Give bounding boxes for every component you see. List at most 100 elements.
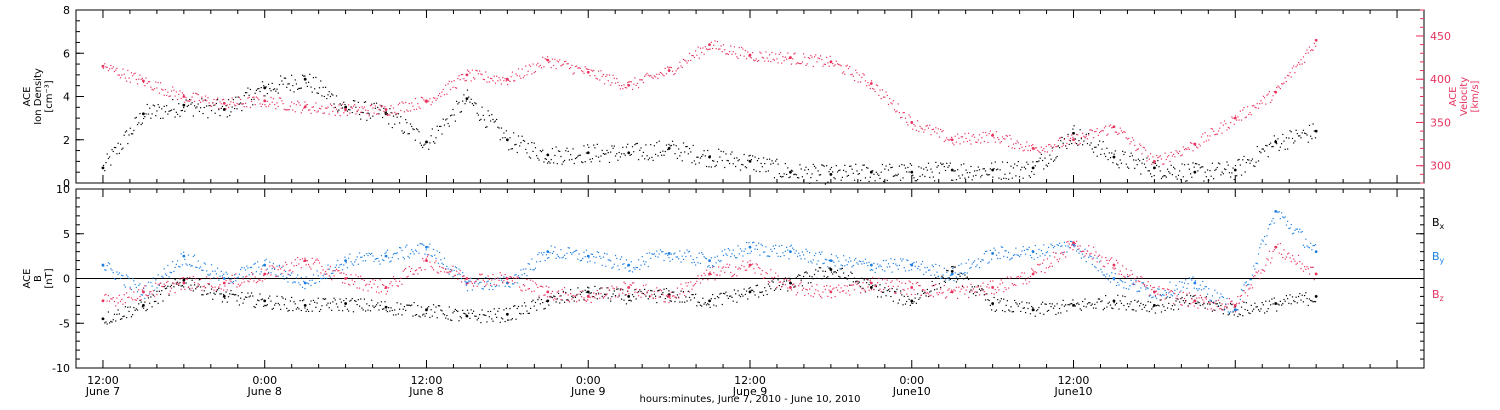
velocity-trace-dot [446, 93, 448, 95]
bz-trace-dot [115, 305, 117, 307]
velocity-trace-dot [667, 66, 669, 68]
velocity-trace-dot [408, 102, 410, 105]
bx-trace-dot [926, 288, 928, 291]
bx-trace-dot [116, 313, 118, 315]
density-trace-dot [970, 165, 972, 168]
velocity-trace-dot [1071, 134, 1073, 136]
by-trace-dot [589, 260, 591, 262]
bx-trace-dot [428, 306, 430, 308]
velocity-trace-dot [355, 113, 357, 115]
velocity-trace-dot [668, 67, 670, 69]
bz-trace-dot [417, 273, 419, 275]
by-trace-dot [1291, 233, 1294, 235]
density-trace-dot [129, 127, 131, 129]
density-trace-dot [468, 96, 470, 98]
by-trace-dot [1204, 286, 1206, 288]
by-trace-dot [411, 249, 413, 251]
by-trace-dot [462, 272, 464, 274]
bx-trace-dot [1261, 302, 1263, 304]
density-trace-dot [402, 132, 404, 134]
by-trace-dot [647, 265, 649, 268]
bz-trace-dot [562, 291, 564, 294]
velocity-trace-dot [1216, 133, 1218, 135]
by-trace-dot [1062, 252, 1064, 254]
density-trace-dot [1164, 175, 1166, 177]
by-trace-dot [418, 252, 420, 254]
velocity-trace-dot [1141, 153, 1143, 155]
velocity-trace-dot [856, 72, 858, 74]
by-trace-dot [167, 264, 169, 267]
velocity-trace-dot [333, 107, 335, 109]
density-trace-dot [1153, 174, 1155, 177]
by-trace-dot [1203, 288, 1205, 290]
density-trace-dot [146, 103, 148, 106]
density-trace-dot [710, 166, 712, 168]
by-trace-dot [1029, 254, 1032, 257]
bx-trace-dot [750, 289, 753, 291]
density-trace-dot [958, 175, 960, 177]
velocity-trace-dot [471, 69, 473, 71]
density-trace-dot [920, 167, 922, 169]
density-trace-dot [139, 112, 141, 115]
velocity-trace-dot [288, 108, 290, 111]
by-trace-dot [718, 259, 720, 261]
bz-trace-dot [403, 269, 406, 271]
bx-trace-dot [381, 308, 384, 310]
density-trace-dot [622, 146, 624, 148]
density-trace-dot [906, 171, 908, 173]
bz-trace-dot [604, 296, 606, 298]
density-trace-dot [1301, 132, 1303, 134]
density-trace-dot [166, 105, 168, 107]
velocity-point [263, 99, 267, 103]
velocity-trace-dot [1277, 85, 1279, 87]
density-trace-dot [1168, 171, 1170, 173]
density-trace-dot [1052, 160, 1055, 162]
density-trace-dot [855, 163, 857, 165]
by-trace-dot [1226, 297, 1228, 300]
density-trace-dot [167, 113, 169, 115]
bx-trace-dot [1114, 304, 1116, 306]
velocity-trace-dot [716, 40, 719, 43]
bx-trace-dot [206, 293, 208, 295]
by-trace-dot [1211, 295, 1214, 297]
bx-trace-dot [1265, 300, 1267, 302]
velocity-trace-dot [778, 53, 780, 56]
velocity-trace-dot [857, 81, 859, 83]
density-trace-dot [309, 73, 311, 75]
bz-trace-dot [510, 276, 512, 278]
by-trace-dot [682, 258, 685, 261]
velocity-trace-dot [441, 91, 443, 93]
bz-trace-dot [323, 273, 325, 275]
bx-trace-dot [371, 299, 373, 301]
by-trace-dot [1228, 312, 1231, 314]
bx-trace-dot [391, 309, 393, 312]
density-trace-dot [530, 157, 532, 159]
velocity-trace-dot [921, 128, 924, 130]
bx-trace-dot [965, 277, 967, 279]
bz-trace-dot [446, 271, 448, 273]
density-trace-dot [1020, 169, 1022, 171]
by-trace-dot [847, 261, 850, 263]
density-trace-dot [969, 172, 971, 174]
bz-trace-dot [209, 278, 211, 280]
by-trace-dot [1106, 273, 1108, 275]
velocity-trace-dot [492, 80, 494, 82]
density-trace-dot [1189, 173, 1192, 175]
velocity-trace-dot [1239, 110, 1241, 112]
bx-trace-dot [1045, 303, 1047, 305]
bx-trace-dot [1208, 301, 1210, 303]
bx-trace-dot [238, 304, 241, 306]
density-trace-dot [758, 157, 760, 160]
velocity-trace-dot [310, 112, 312, 114]
bz-trace-dot [452, 265, 454, 267]
velocity-trace-dot [823, 63, 825, 65]
velocity-trace-dot [358, 106, 361, 109]
bx-trace-dot [669, 300, 671, 302]
bx-trace-dot [1260, 308, 1262, 310]
density-trace-dot [184, 110, 186, 112]
by-trace-dot [175, 263, 177, 266]
velocity-trace-dot [731, 53, 733, 55]
by-trace-dot [832, 260, 834, 262]
bx-trace-dot [1164, 309, 1166, 312]
density-trace-dot [1293, 142, 1295, 144]
